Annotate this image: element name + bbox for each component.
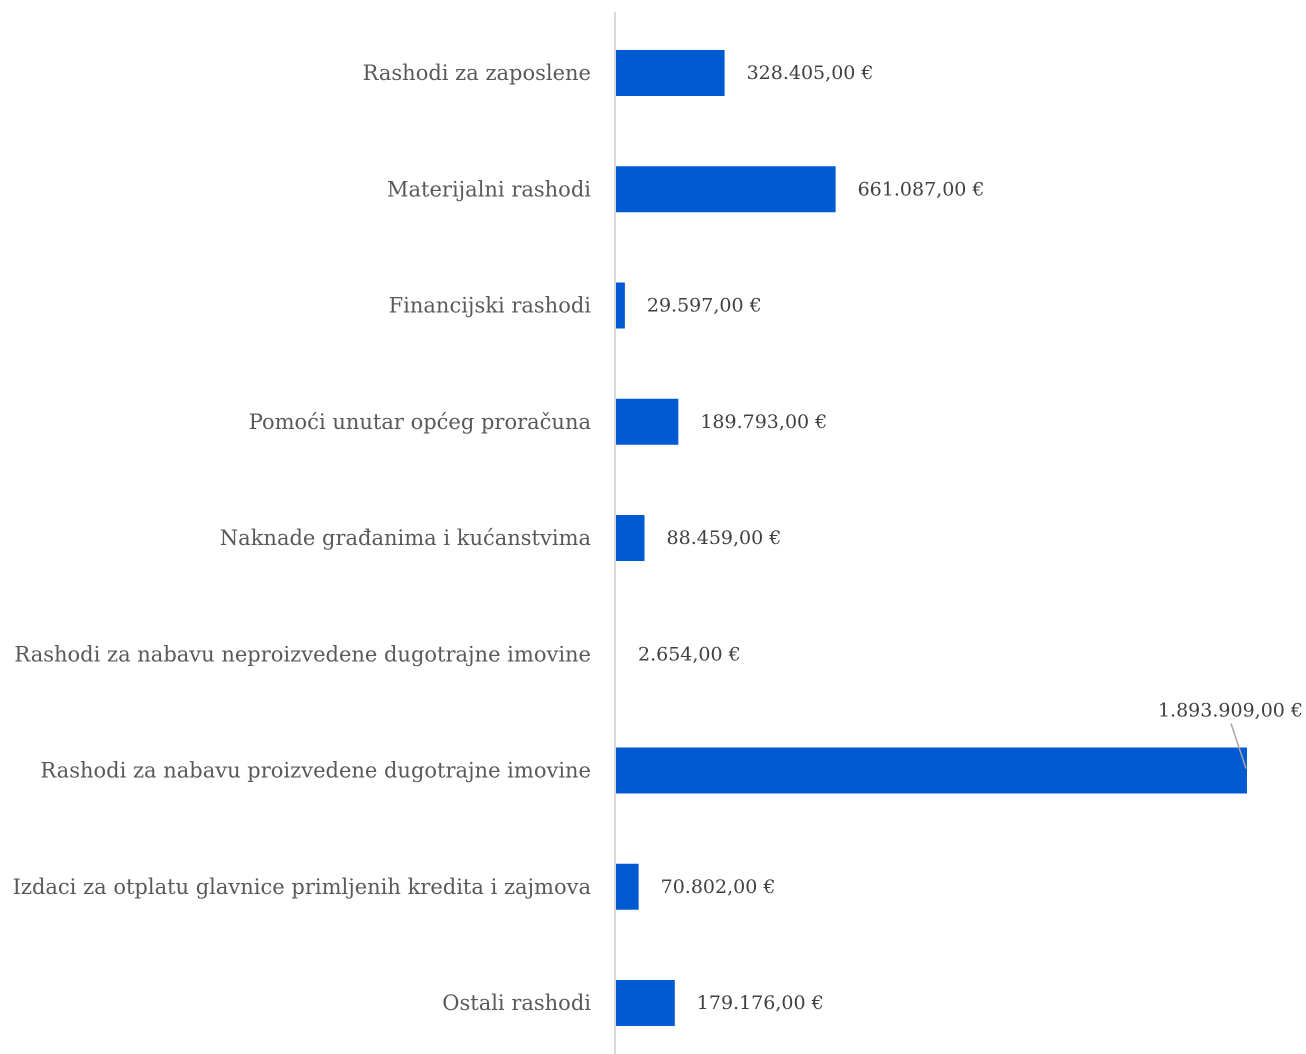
bar: [615, 863, 639, 910]
category-label: Naknade građanima i kućanstvima: [220, 526, 591, 550]
value-label: 179.176,00 €: [697, 992, 824, 1014]
value-label: 661.087,00 €: [858, 178, 985, 200]
category-label: Pomoći unutar općeg proračuna: [249, 410, 591, 434]
category-label: Materijalni rashodi: [387, 177, 591, 201]
category-labels: Rashodi za zaposlene Materijalni rashodi F…: [13, 61, 592, 1015]
value-label: 1.893.909,00 €: [1158, 700, 1303, 722]
bar: [615, 980, 675, 1026]
bar: [615, 515, 645, 561]
bar: [615, 398, 679, 445]
value-labels: 328.405,00 € 661.087,00 € 29.597,00 € 189.7…: [638, 62, 1303, 1014]
category-label: Rashodi za nabavu neproizvedene dugotraj…: [14, 642, 591, 666]
value-label: 2.654,00 €: [638, 643, 741, 665]
value-label: 88.459,00 €: [667, 527, 782, 549]
value-label: 70.802,00 €: [661, 876, 776, 898]
category-label: Izdaci za otplatu glavnice primljenih kr…: [13, 875, 591, 899]
leader-line: [1230, 723, 1247, 769]
category-label: Rashodi za zaposlene: [363, 61, 591, 85]
bar: [615, 50, 725, 96]
category-label: Ostali rashodi: [442, 991, 591, 1015]
category-label: Financijski rashodi: [389, 294, 592, 318]
value-label: 189.793,00 €: [700, 411, 827, 433]
bar: [615, 282, 625, 329]
bar: [615, 166, 836, 213]
bar: [615, 747, 1247, 794]
category-label: Rashodi za nabavu proizvedene dugotrajne…: [40, 759, 591, 783]
value-label: 328.405,00 €: [747, 62, 874, 84]
value-label: 29.597,00 €: [647, 295, 762, 317]
